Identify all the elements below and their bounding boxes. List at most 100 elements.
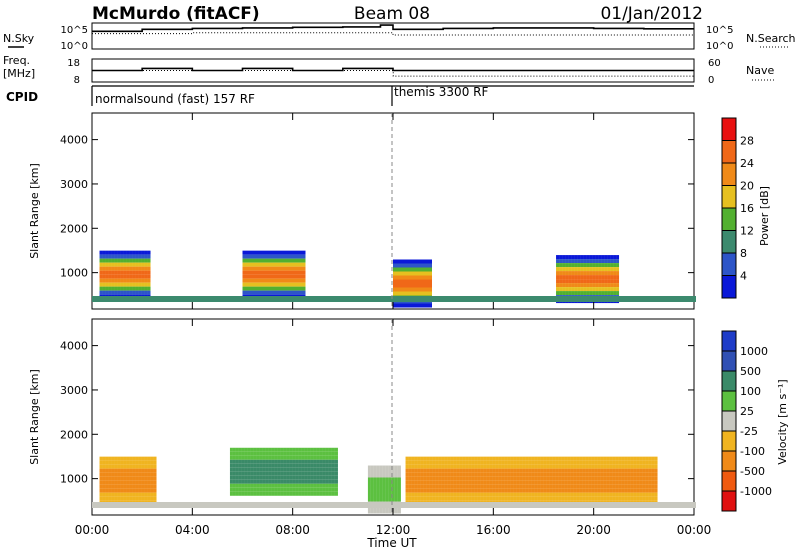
heatmap-cell xyxy=(435,472,439,477)
heatmap-cell xyxy=(296,278,300,283)
heatmap-cell xyxy=(382,489,386,494)
heatmap-cell xyxy=(558,456,562,461)
heatmap-cell xyxy=(254,274,258,279)
heatmap-cell xyxy=(453,468,457,473)
heatmap-cell xyxy=(573,468,577,473)
heatmap-cell xyxy=(280,483,284,488)
heatmap-cell xyxy=(565,259,569,264)
heatmap-cell xyxy=(319,475,323,480)
heatmap-cell xyxy=(574,291,578,296)
heatmap-cell xyxy=(613,287,617,292)
heatmap-cell xyxy=(262,463,266,468)
heatmap-cell xyxy=(537,460,541,465)
heatmap-cell xyxy=(432,456,436,461)
heatmap-cell xyxy=(256,502,260,508)
heatmap-cell xyxy=(444,476,448,481)
heatmap-cell xyxy=(522,456,526,461)
heatmap-cell xyxy=(417,460,421,465)
heatmap-cell xyxy=(265,451,269,456)
heatmap-cell xyxy=(501,492,505,497)
heatmap-cell xyxy=(276,502,280,508)
heatmap-cell xyxy=(519,456,523,461)
heatmap-cell xyxy=(150,460,154,465)
heatmap-cell xyxy=(153,488,157,493)
heatmap-cell xyxy=(531,456,535,461)
heatmap-cell xyxy=(423,460,427,465)
heatmap-cell xyxy=(632,502,636,508)
heatmap-cell xyxy=(290,286,294,291)
heatmap-cell xyxy=(268,491,272,496)
heatmap-cell xyxy=(444,296,448,302)
heatmap-cell xyxy=(603,496,607,501)
heatmap-cell xyxy=(559,291,563,296)
heatmap-cell xyxy=(271,483,275,488)
heatmap-cell xyxy=(244,459,248,464)
heatmap-cell xyxy=(486,464,490,469)
heatmap-cell xyxy=(495,460,499,465)
heatmap-cell xyxy=(126,258,130,263)
heatmap-cell xyxy=(241,471,245,476)
heatmap-cell xyxy=(111,476,115,481)
heatmap-cell xyxy=(247,455,251,460)
heatmap-cell xyxy=(429,464,433,469)
heatmap-cell xyxy=(117,274,121,279)
heatmap-cell xyxy=(459,480,463,485)
heatmap-cell xyxy=(504,496,508,501)
heatmap-cell xyxy=(278,262,282,267)
heatmap-cell xyxy=(313,475,317,480)
heatmap-cell xyxy=(624,456,628,461)
heatmap-cell xyxy=(331,471,335,476)
heatmap-cell xyxy=(610,271,614,276)
heatmap-cell xyxy=(552,488,556,493)
heatmap-cell xyxy=(252,296,256,302)
heatmap-cell xyxy=(117,480,121,485)
heatmap-cell xyxy=(102,262,106,267)
heatmap-cell xyxy=(144,254,148,259)
heatmap-cell xyxy=(126,476,130,481)
heatmap-cell xyxy=(388,489,392,494)
heatmap-cell xyxy=(111,278,115,283)
heatmap-cell xyxy=(558,484,562,489)
heatmap-cell xyxy=(117,254,121,259)
heatmap-cell xyxy=(480,456,484,461)
heatmap-cell xyxy=(99,468,103,473)
heatmap-cell xyxy=(266,278,270,283)
heatmap-cell xyxy=(287,266,291,271)
heatmap-cell xyxy=(420,271,423,276)
heatmap-cell xyxy=(595,275,599,280)
heatmap-cell xyxy=(558,468,562,473)
heatmap-cell xyxy=(102,472,106,477)
heatmap-cell xyxy=(293,254,297,259)
heatmap-cell xyxy=(241,451,245,456)
heatmap-cell xyxy=(126,468,130,473)
heatmap-cell xyxy=(328,479,332,484)
heatmap-cell xyxy=(368,502,372,508)
heatmap-cell xyxy=(259,455,263,460)
heatmap-cell xyxy=(450,488,454,493)
heatmap-cell xyxy=(411,460,415,465)
heatmap-cell xyxy=(684,296,688,302)
heatmap-cell xyxy=(235,455,239,460)
heatmap-cell xyxy=(651,484,655,489)
heatmap-cell xyxy=(429,287,432,292)
heatmap-cell xyxy=(609,484,613,489)
heatmap-cell xyxy=(244,463,248,468)
heatmap-cell xyxy=(642,464,646,469)
heatmap-cell xyxy=(549,480,553,485)
heatmap-cell xyxy=(298,455,302,460)
heatmap-cell xyxy=(520,502,524,508)
heatmap-cell xyxy=(492,492,496,497)
heatmap-cell xyxy=(274,479,278,484)
y-tick-label: 4000 xyxy=(60,340,88,353)
heatmap-cell xyxy=(594,496,598,501)
heatmap-cell xyxy=(114,488,118,493)
heatmap-cell xyxy=(579,460,583,465)
heatmap-cell xyxy=(114,484,118,489)
heatmap-cell xyxy=(531,472,535,477)
heatmap-cell xyxy=(241,467,245,472)
heatmap-cell xyxy=(114,286,118,291)
heatmap-cell xyxy=(278,254,282,259)
heatmap-cell xyxy=(96,502,100,508)
heatmap-cell xyxy=(528,468,532,473)
heatmap-cell xyxy=(153,480,157,485)
